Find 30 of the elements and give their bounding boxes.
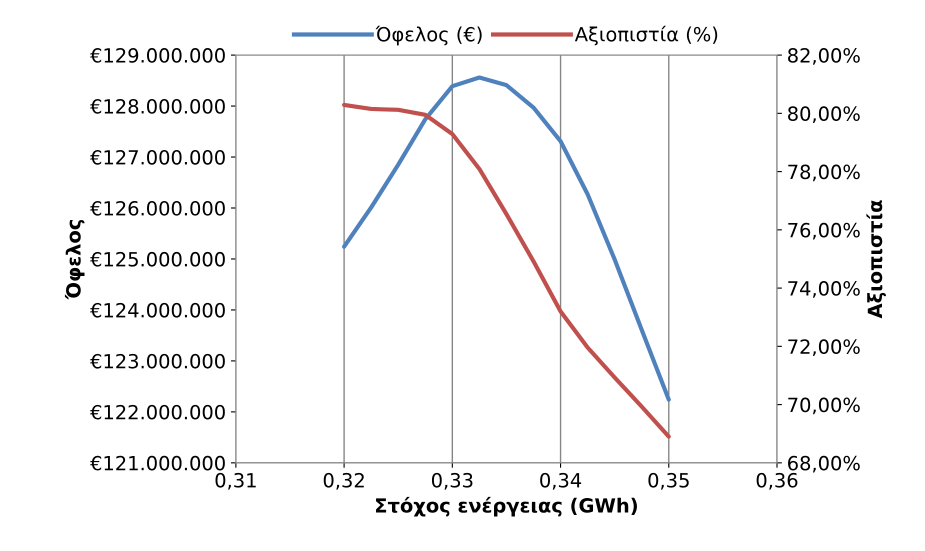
y-tick-label: €122.000.000 — [90, 404, 225, 420]
line-series — [342, 102, 671, 439]
y2-tick-label: 74,00% — [788, 281, 860, 298]
line-series — [342, 75, 671, 402]
y2-axis-title: Αξιοπιστία — [866, 200, 886, 318]
y2-tick-label: 70,00% — [788, 398, 860, 414]
y-tick-label: €129.000.000 — [90, 48, 225, 63]
y2-tick-label: 72,00% — [788, 339, 860, 356]
x-tick-label: 0,31 — [216, 472, 256, 490]
y2-tick-label: 82,00% — [788, 48, 860, 65]
y2-tick-label: 80,00% — [788, 106, 860, 123]
y-tick-label: €127.000.000 — [90, 150, 225, 165]
y-tick-label: €121.000.000 — [90, 456, 225, 471]
y2-tick-label: 78,00% — [788, 164, 860, 182]
y-axis-title: Όφελος — [64, 220, 85, 300]
y-tick-label: €128.000.000 — [90, 99, 225, 114]
y2-tick-label: 68,00% — [788, 456, 860, 472]
x-tick-label: 0,35 — [648, 472, 689, 490]
y-tick-label: €123.000.000 — [90, 354, 225, 369]
legend-label: Όφελος (€) — [376, 26, 482, 46]
x-tick-label: 0,33 — [432, 472, 472, 490]
y-tick-label: €126.000.000 — [90, 200, 225, 216]
y-tick-label: €125.000.000 — [90, 252, 225, 267]
x-tick-label: 0,34 — [540, 472, 582, 490]
legend-label: Αξιοπιστία (%) — [574, 26, 718, 46]
x-tick-label: 0,36 — [756, 472, 798, 490]
y-tick-label: €124.000.000 — [90, 302, 225, 318]
x-axis-title: Στόχος ενέργειας (GWh) — [376, 496, 637, 517]
x-tick-label: 0,32 — [324, 472, 364, 490]
y2-tick-label: 76,00% — [788, 222, 860, 240]
